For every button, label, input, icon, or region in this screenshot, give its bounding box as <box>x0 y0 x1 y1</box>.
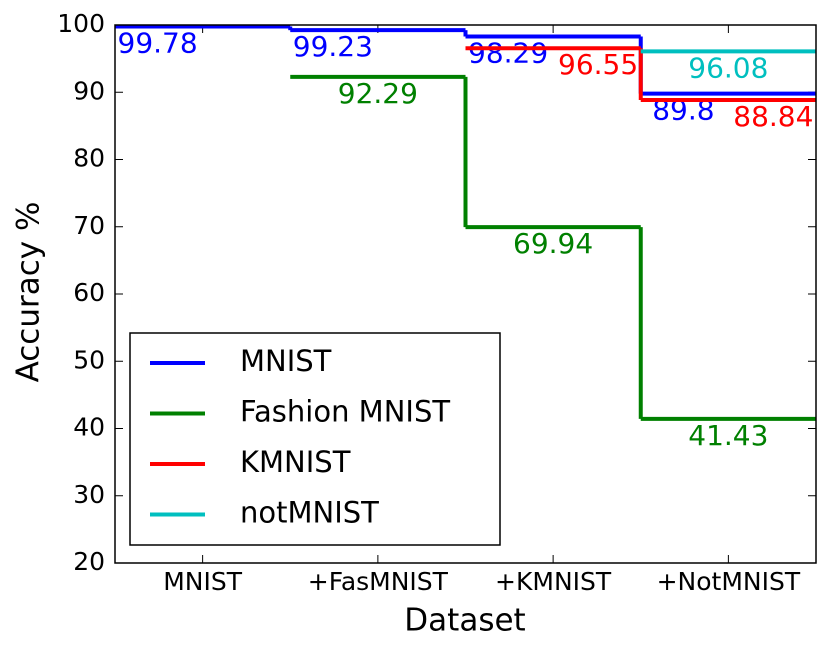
data-label: 41.43 <box>688 419 768 452</box>
y-tick-label: 70 <box>73 211 105 240</box>
y-tick-label: 30 <box>73 480 105 509</box>
x-tick-label: +NotMNIST <box>657 567 801 596</box>
y-tick-label: 20 <box>73 547 105 576</box>
y-tick-label: 50 <box>73 345 105 374</box>
legend-label: MNIST <box>240 344 332 378</box>
data-label: 69.94 <box>513 227 593 260</box>
plot-frame <box>114 24 817 564</box>
y-tick-label: 40 <box>73 413 105 442</box>
legend-box <box>129 332 501 546</box>
x-tick-label: MNIST <box>163 567 243 596</box>
legend-label: notMNIST <box>240 496 379 530</box>
data-label: 96.08 <box>688 51 768 84</box>
data-label: 98.29 <box>468 36 548 69</box>
x-tick-label: +FasMNIST <box>308 567 449 596</box>
y-tick-label: 80 <box>73 144 105 173</box>
data-label: 88.84 <box>733 100 813 133</box>
legend-label: KMNIST <box>240 445 351 479</box>
y-tick-label: 90 <box>73 76 105 105</box>
y-tick-label: 60 <box>73 278 105 307</box>
x-tick-label: +KMNIST <box>495 567 612 596</box>
data-label: 99.23 <box>293 30 373 63</box>
data-label: 96.55 <box>558 48 638 81</box>
data-label: 92.29 <box>338 77 418 110</box>
y-tick-label: 100 <box>57 9 105 38</box>
data-label: 99.78 <box>118 26 198 59</box>
legend-label: Fashion MNIST <box>240 395 450 429</box>
y-axis-label: Accuracy % <box>11 202 47 383</box>
x-axis-label: Dataset <box>404 603 525 639</box>
